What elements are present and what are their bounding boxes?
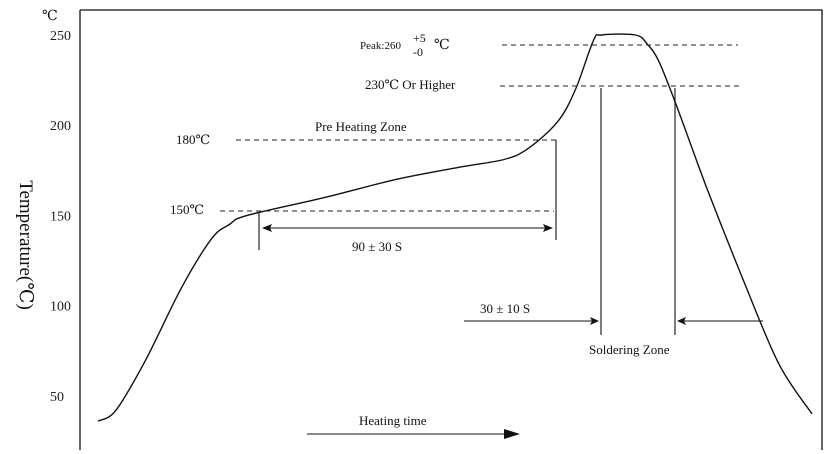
soldering-arrow-right-head bbox=[677, 317, 686, 325]
peak-tolerance-plus: +5 bbox=[413, 31, 426, 45]
y-axis-title: Temperature(℃) bbox=[15, 180, 36, 310]
temperature-curve bbox=[97, 33, 813, 422]
preheat-zone-label: Pre Heating Zone bbox=[315, 119, 407, 134]
higher-230-label: 230℃ Or Higher bbox=[365, 77, 456, 92]
x-axis-title: Heating time bbox=[359, 413, 427, 428]
soldering-time-label: 30 ± 10 S bbox=[480, 301, 530, 316]
preheat-time-label: 90 ± 30 S bbox=[352, 239, 402, 254]
y-tick-label: 250 bbox=[50, 29, 71, 44]
plot-frame bbox=[79, 9, 823, 450]
peak-label: Peak:260 bbox=[360, 40, 401, 52]
preheat-arrow-left-head bbox=[262, 224, 272, 232]
y-tick-label: 200 bbox=[50, 119, 71, 134]
y-unit-label: ℃ bbox=[42, 9, 58, 24]
t150-label: 150℃ bbox=[170, 202, 204, 217]
y-tick-label: 100 bbox=[50, 300, 71, 315]
soldering-zone-label: Soldering Zone bbox=[589, 342, 670, 357]
peak-unit: ℃ bbox=[434, 38, 450, 53]
y-tick-labels: 50 100 150 200 250 bbox=[50, 29, 71, 405]
t180-label: 180℃ bbox=[176, 132, 210, 147]
peak-tolerance-minus: -0 bbox=[413, 45, 423, 59]
y-tick-label: 150 bbox=[50, 209, 71, 224]
soldering-arrow-left-head bbox=[590, 317, 599, 325]
preheat-arrow-right-head bbox=[543, 224, 553, 232]
y-tick-label: 50 bbox=[50, 390, 64, 405]
heating-time-arrow-head bbox=[504, 429, 520, 439]
